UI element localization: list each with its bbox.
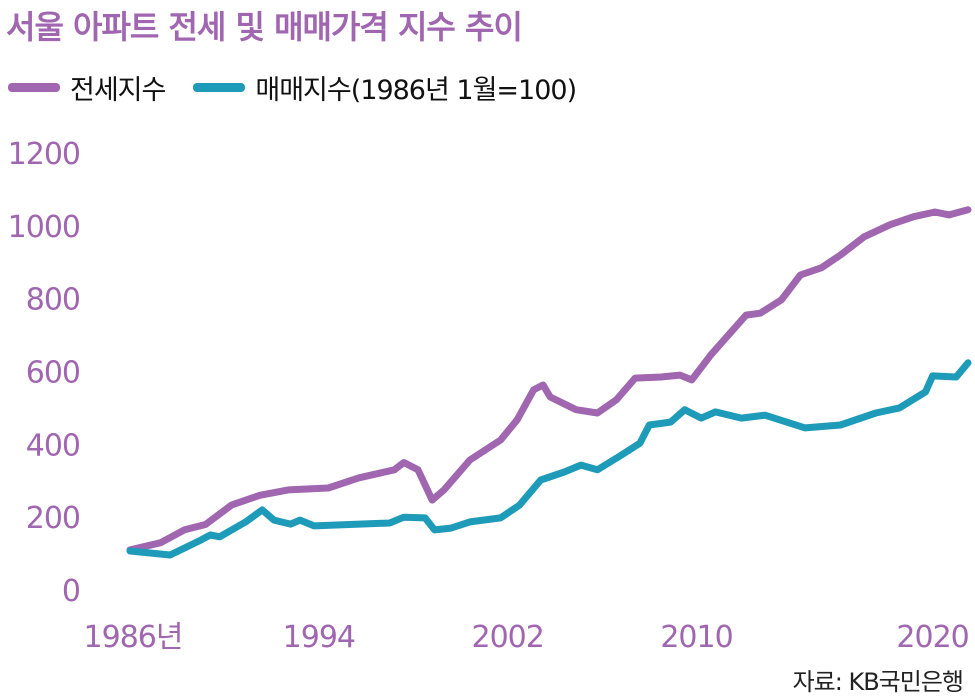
legend-swatch-sale (193, 83, 246, 92)
legend-item-sale: 매매지수(1986년 1월=100) (193, 68, 577, 107)
legend-item-jeonse: 전세지수 (8, 68, 166, 107)
legend-swatch-jeonse (8, 83, 60, 92)
source-note: 자료: KB국민은행 (792, 668, 964, 696)
series-line-jeonse (126, 206, 972, 554)
y-tick-label: 0 (62, 574, 80, 609)
x-tick-label: 2010 (660, 620, 732, 655)
legend: 전세지수 매매지수(1986년 1월=100) (8, 68, 604, 107)
x-tick-label: 2020 (896, 620, 968, 655)
x-tick-label: 2002 (472, 620, 544, 655)
x-tick-label: 1994 (283, 620, 355, 655)
chart-title: 서울 아파트 전세 및 매매가격 지수 추이 (6, 8, 523, 46)
y-tick-label: 200 (26, 501, 80, 536)
series-line-sale (126, 359, 972, 559)
y-tick-label: 400 (26, 428, 80, 463)
legend-label-sale: 매매지수(1986년 1월=100) (255, 75, 577, 106)
legend-label-jeonse: 전세지수 (70, 75, 166, 106)
y-tick-label: 1200 (8, 137, 80, 172)
x-tick-label: 1986년 (84, 620, 183, 655)
y-tick-label: 1000 (8, 210, 80, 245)
y-tick-label: 600 (26, 356, 80, 391)
y-tick-label: 800 (26, 283, 80, 318)
